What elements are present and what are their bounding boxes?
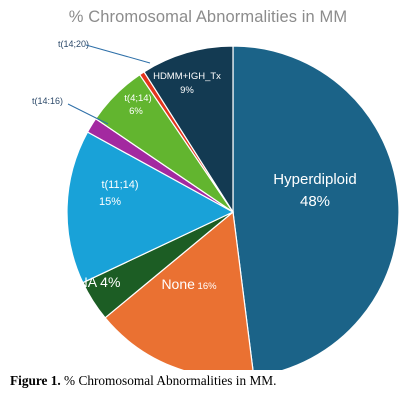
slice-label-t-14-20: t(14;20) xyxy=(58,39,89,49)
pie-slice-t-11-14 xyxy=(66,131,235,284)
slice-value-t-11-14: 15% xyxy=(99,196,121,208)
slice-label-t-14-16: t(14:16) xyxy=(32,96,63,106)
slice-name: NA xyxy=(78,274,98,290)
slice-label-hdmm-igh-tx: HDMM+IGH_Tx xyxy=(153,71,221,82)
slice-value-hyperdiploid: 48% xyxy=(300,193,330,210)
slice-value: 4% xyxy=(96,274,120,290)
pie-slices xyxy=(66,45,400,370)
slice-value-t-4-14: 6% xyxy=(129,106,143,117)
slice-label-t-4-14: t(4;14) xyxy=(124,93,151,104)
slice-label-na: NA 4% xyxy=(78,274,121,290)
pie-slice-none xyxy=(104,210,254,370)
pie-chart: Hyperdiploid 48% None 16% NA 4% t(11;14) 15% t… xyxy=(32,39,400,370)
slice-name: None xyxy=(161,276,195,292)
pie-slice-hyperdiploid xyxy=(232,45,400,370)
chart-title: % Chromosomal Abnormalities in MM xyxy=(68,8,348,26)
slice-labels: Hyperdiploid 48% None 16% NA 4% t(11;14) 15% t… xyxy=(32,39,357,292)
slice-label-none: None 16% xyxy=(161,276,217,292)
slice-value: 16% xyxy=(195,281,217,292)
leader-line-t-14-20 xyxy=(85,44,151,64)
caption-text: % Chromosomal Abnormalities in MM. xyxy=(60,373,277,388)
slice-value-hdmm-igh-tx: 9% xyxy=(180,85,194,96)
caption-label: Figure 1. xyxy=(10,373,61,388)
slice-label-t-11-14: t(11;14) xyxy=(101,179,138,191)
pie-slice-hdmm-igh-tx xyxy=(143,45,234,215)
leader-lines xyxy=(67,44,151,125)
figure-caption: Figure 1. % Chromosomal Abnormalities in… xyxy=(10,373,410,389)
leader-line-t-14-16 xyxy=(67,103,109,125)
slice-label-hyperdiploid: Hyperdiploid xyxy=(273,171,356,188)
